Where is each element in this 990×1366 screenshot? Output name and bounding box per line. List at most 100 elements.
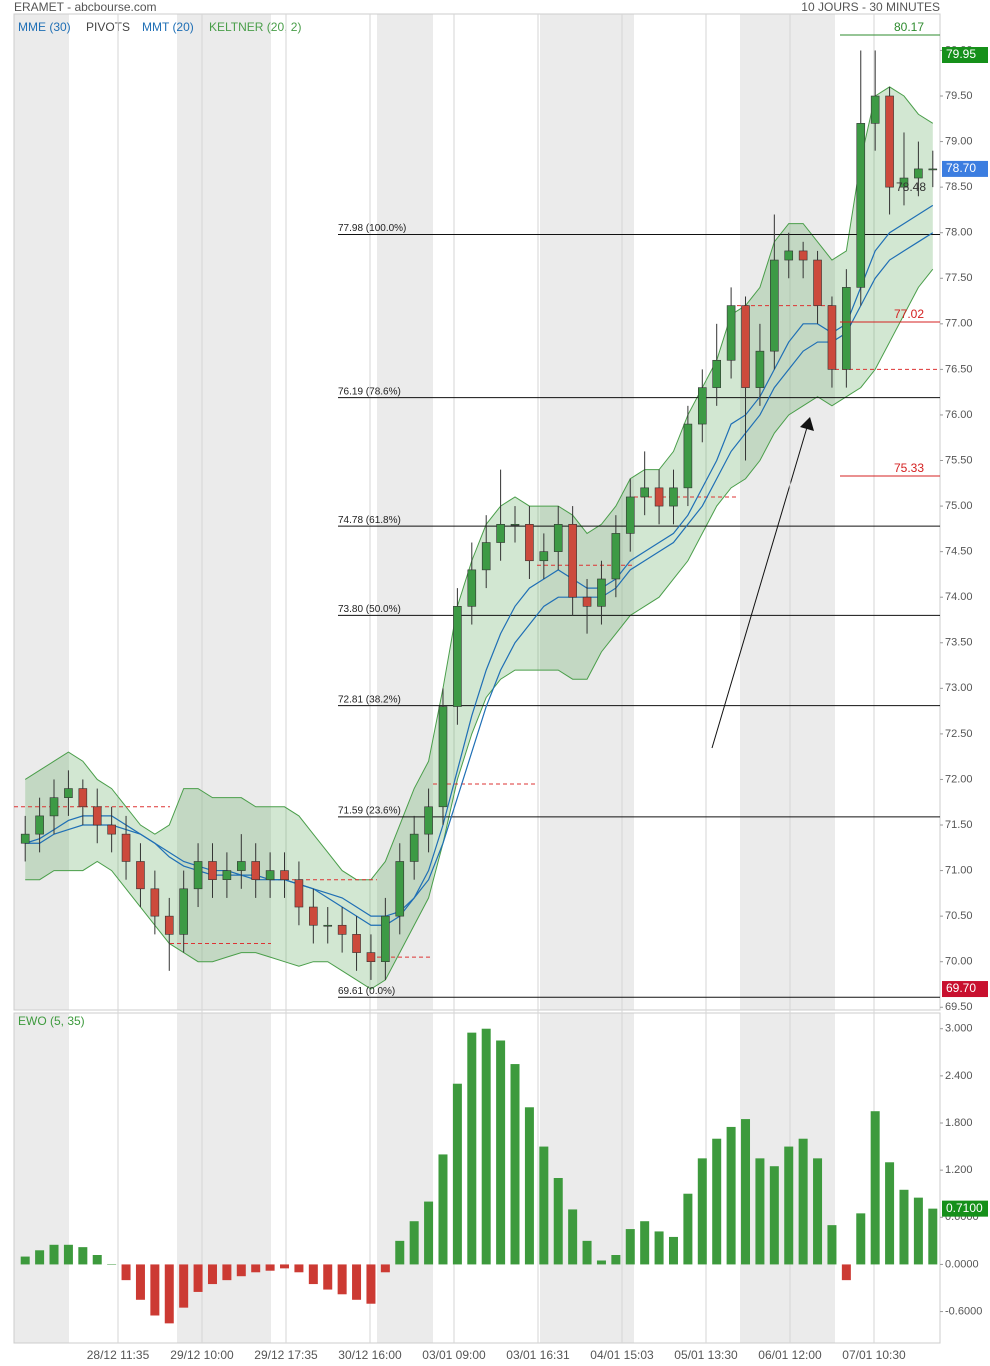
y-tick-label: 79.00 [945,135,973,147]
ewo-bar [496,1040,506,1265]
candle-body [798,250,808,261]
candle-body [510,524,520,526]
moving-average [25,204,934,926]
candle-body [928,168,938,171]
day-band [177,1013,271,1343]
y-tick-label: 76.50 [945,363,973,375]
candle-body [496,524,505,543]
candle-body [467,569,477,607]
x-tick-label: 06/01 12:00 [758,1348,822,1362]
ewo-title: EWO (5, 35) [18,1014,85,1028]
ewo-bar [308,1264,318,1285]
fib-label: 69.61 (0.0%) [338,986,395,997]
candle-body [251,861,261,880]
title: ERAMET - abcbourse.com [14,0,157,14]
candle-body [136,861,145,890]
ewo-bar [841,1264,851,1281]
y-tick-label: 3.000 [945,1023,973,1035]
ewo-bar [913,1197,923,1265]
candle-body [539,551,549,562]
fib-label: 72.81 (38.2%) [338,694,401,705]
fib-label: 73.80 (50.0%) [338,604,401,615]
ewo-bar [150,1264,160,1316]
ewo-bar [798,1138,808,1265]
ewo-bar [265,1264,275,1271]
candle-body [813,259,822,306]
candle-body [337,924,347,935]
ewo-bar [193,1264,203,1292]
day-shading [14,14,835,1343]
y-tick-label: 78.00 [945,227,973,239]
candle-body [150,888,160,917]
price-tag [942,1200,988,1217]
y-tick-label: 2.400 [945,1070,973,1082]
ewo-bar [207,1264,217,1285]
trend-arrow [711,417,814,749]
ewo-bar [63,1244,73,1265]
ewo-frame [13,1012,941,1344]
ewo-bar [222,1264,232,1281]
candle-body [755,350,765,388]
ewo-bar [885,1162,895,1265]
ewo-bar [568,1209,578,1265]
ewo-bar [409,1221,419,1265]
candle-body [323,924,333,927]
ewo-bar [452,1083,462,1265]
ewo-bar [769,1166,779,1265]
y-tick-label: 70.00 [945,956,973,968]
legend-keltner: KELTNER (20, 2) [209,20,301,34]
day-band [14,14,69,1010]
ewo-bar [481,1028,491,1265]
x-tick-label: 28/12 11:35 [87,1348,150,1362]
ewo-bar [236,1264,246,1277]
ewo-bar [92,1255,102,1265]
y-tick-label: 73.00 [945,682,973,694]
candle-body [280,870,289,880]
y-tick-label: 0.0000 [945,1258,979,1270]
y-tick-label: 1.800 [945,1117,973,1129]
ewo-bar [539,1146,549,1265]
candle-body [78,788,88,808]
candle-body [49,797,59,817]
ewo-bar [366,1264,376,1304]
x-tick-label: 03/01 16:31 [506,1348,570,1362]
day-band [540,14,634,1010]
ewo-bar [49,1244,59,1265]
candle-body [121,833,131,862]
ewo-bar [755,1158,765,1265]
candle-body [914,168,923,179]
day-band [740,14,835,1010]
candle-body [827,305,837,370]
y-tick-label: 79.50 [945,90,973,102]
candle-body [92,806,102,826]
candle-body [568,524,577,598]
candle-body [611,533,621,580]
level-label: 77.02 [894,307,924,321]
price-tag [942,160,988,177]
legend-pivots: PIVOTS [86,20,130,34]
ewo-bar [35,1250,45,1265]
ewo-bar [899,1189,909,1265]
candle-body [784,250,794,261]
ewo-bar [380,1264,390,1273]
arrow-head [800,417,814,431]
y-tick-label: 69.50 [945,1001,973,1013]
candle-body [381,915,390,963]
candle-body [741,305,750,388]
ewo-bar [395,1240,405,1265]
candle-body [208,861,217,880]
candle-body [438,706,448,808]
y-tick-label: 76.00 [945,409,973,421]
ewo-bar [625,1229,635,1265]
ewo-bar [294,1264,304,1273]
ewo-bar [280,1264,290,1269]
price-tag-label: 69.70 [946,981,976,995]
ewo-bar [640,1221,650,1265]
candle-body [640,487,649,498]
ewo-bar [553,1178,563,1265]
candle-body [553,524,563,552]
y-tick-label: 72.50 [945,728,973,740]
ewo-bar [596,1260,606,1265]
candle-body [424,806,433,835]
